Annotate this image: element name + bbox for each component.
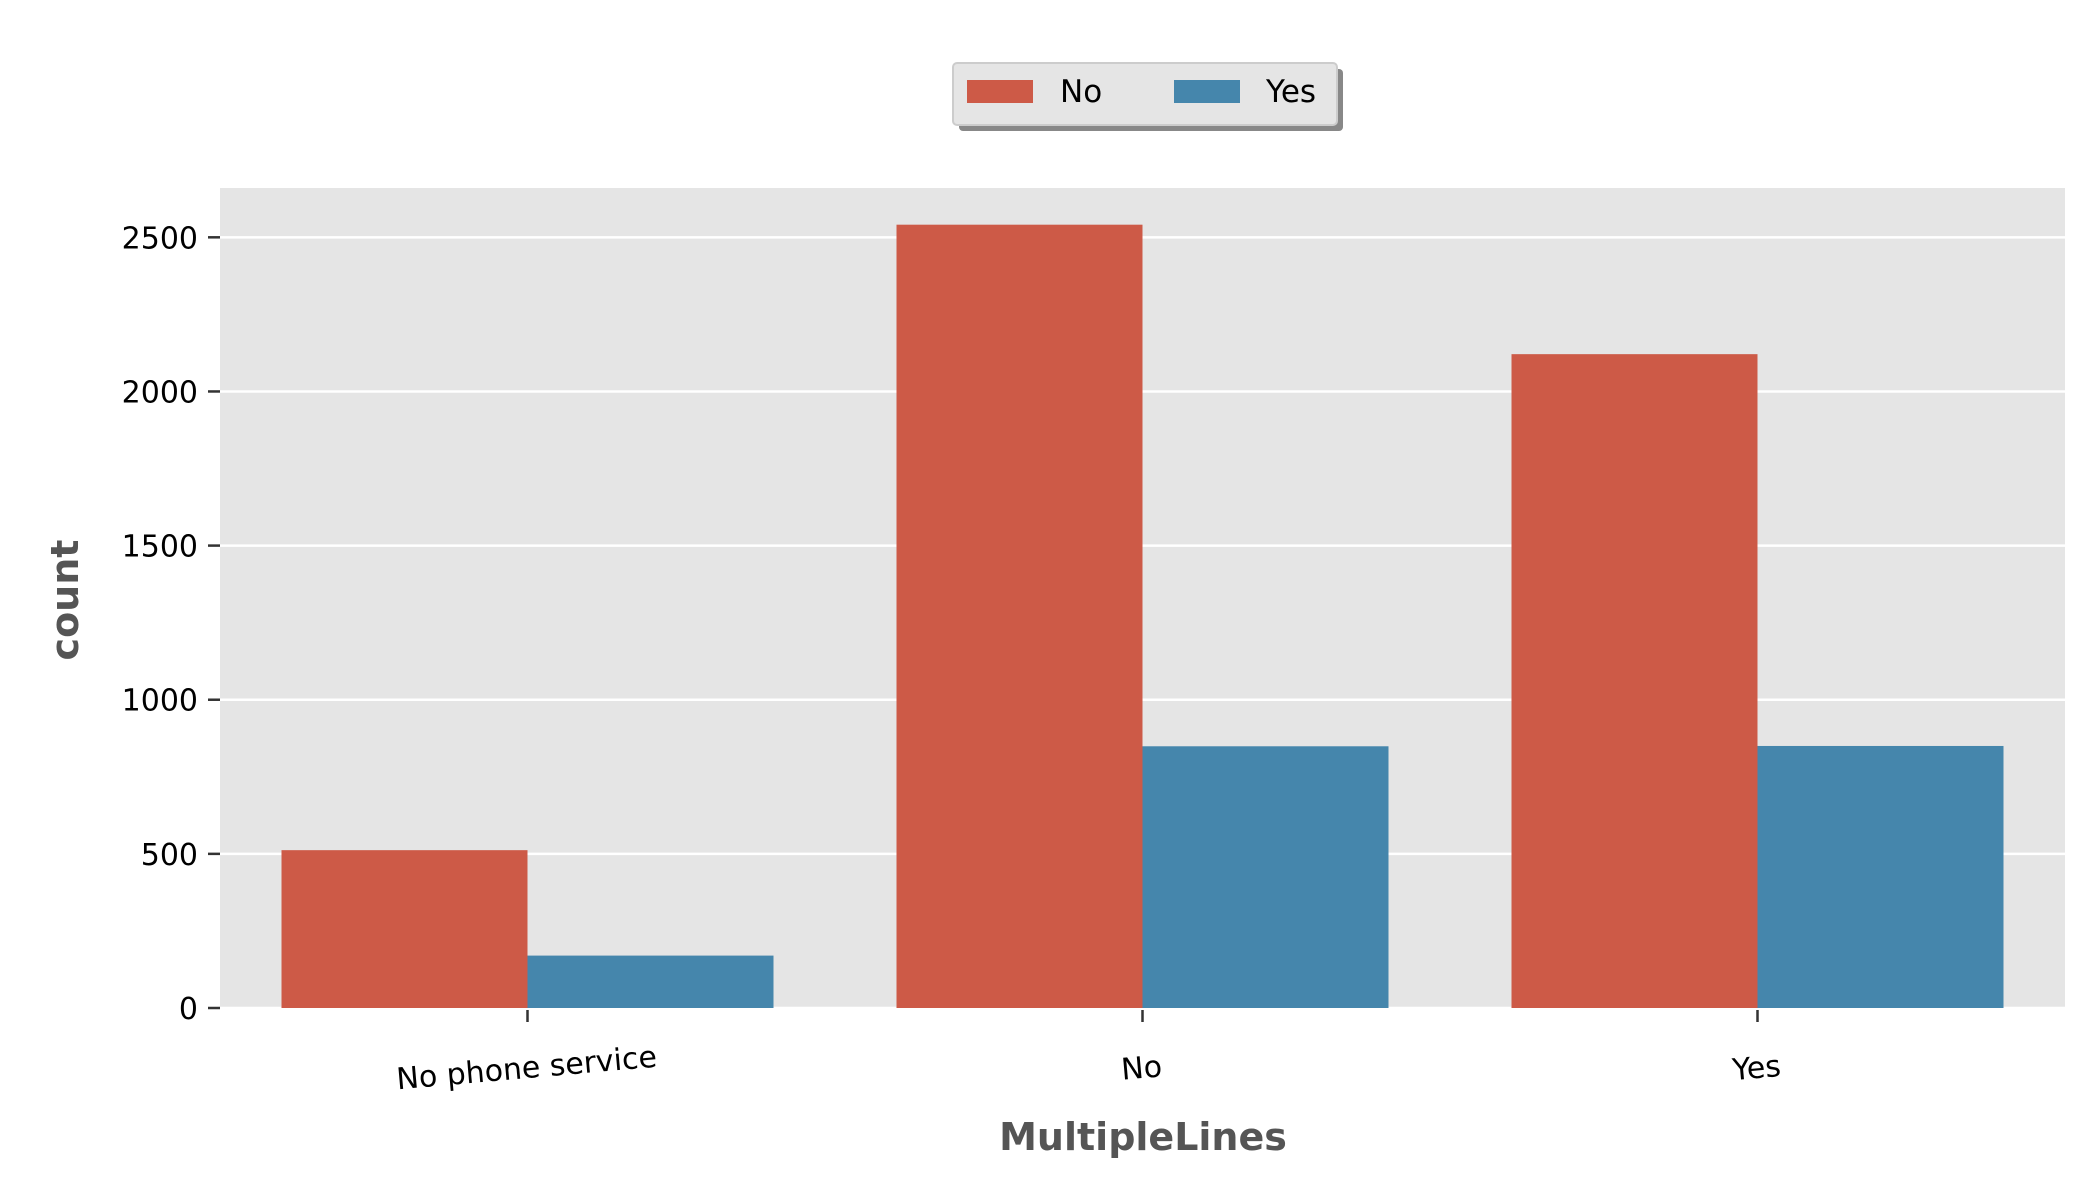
y-tick-label: 2000 [122, 375, 198, 410]
x-tick-label: No phone service [395, 1040, 658, 1098]
legend-swatch-no [967, 80, 1033, 103]
legend-box [952, 62, 1338, 126]
y-tick-label: 1500 [122, 530, 198, 565]
y-tick-label: 500 [141, 838, 198, 873]
y-tick-label: 0 [179, 992, 198, 1027]
bar-no-0 [281, 850, 528, 1008]
legend: No Yes [952, 62, 1343, 131]
y-axis-title: count [43, 540, 87, 661]
x-tick-label: Yes [1730, 1049, 1782, 1088]
legend-swatch-yes [1174, 80, 1240, 103]
bar-no-2 [1511, 354, 1758, 1008]
x-axis-title: MultipleLines [999, 1115, 1287, 1159]
legend-label-yes: Yes [1265, 74, 1316, 110]
y-tick-label: 1000 [122, 684, 198, 719]
bar-yes-1 [1142, 746, 1389, 1008]
bars [281, 224, 2004, 1008]
y-axis: 0 500 1000 1500 2000 2500 [122, 221, 220, 1027]
x-axis: No phone service No Yes [395, 1010, 1782, 1097]
bar-yes-2 [1757, 745, 2004, 1008]
bar-yes-0 [527, 955, 774, 1008]
x-tick-label: No [1120, 1049, 1164, 1087]
y-tick-label: 2500 [122, 221, 198, 256]
legend-label-no: No [1060, 74, 1102, 110]
bar-no-1 [896, 224, 1143, 1008]
